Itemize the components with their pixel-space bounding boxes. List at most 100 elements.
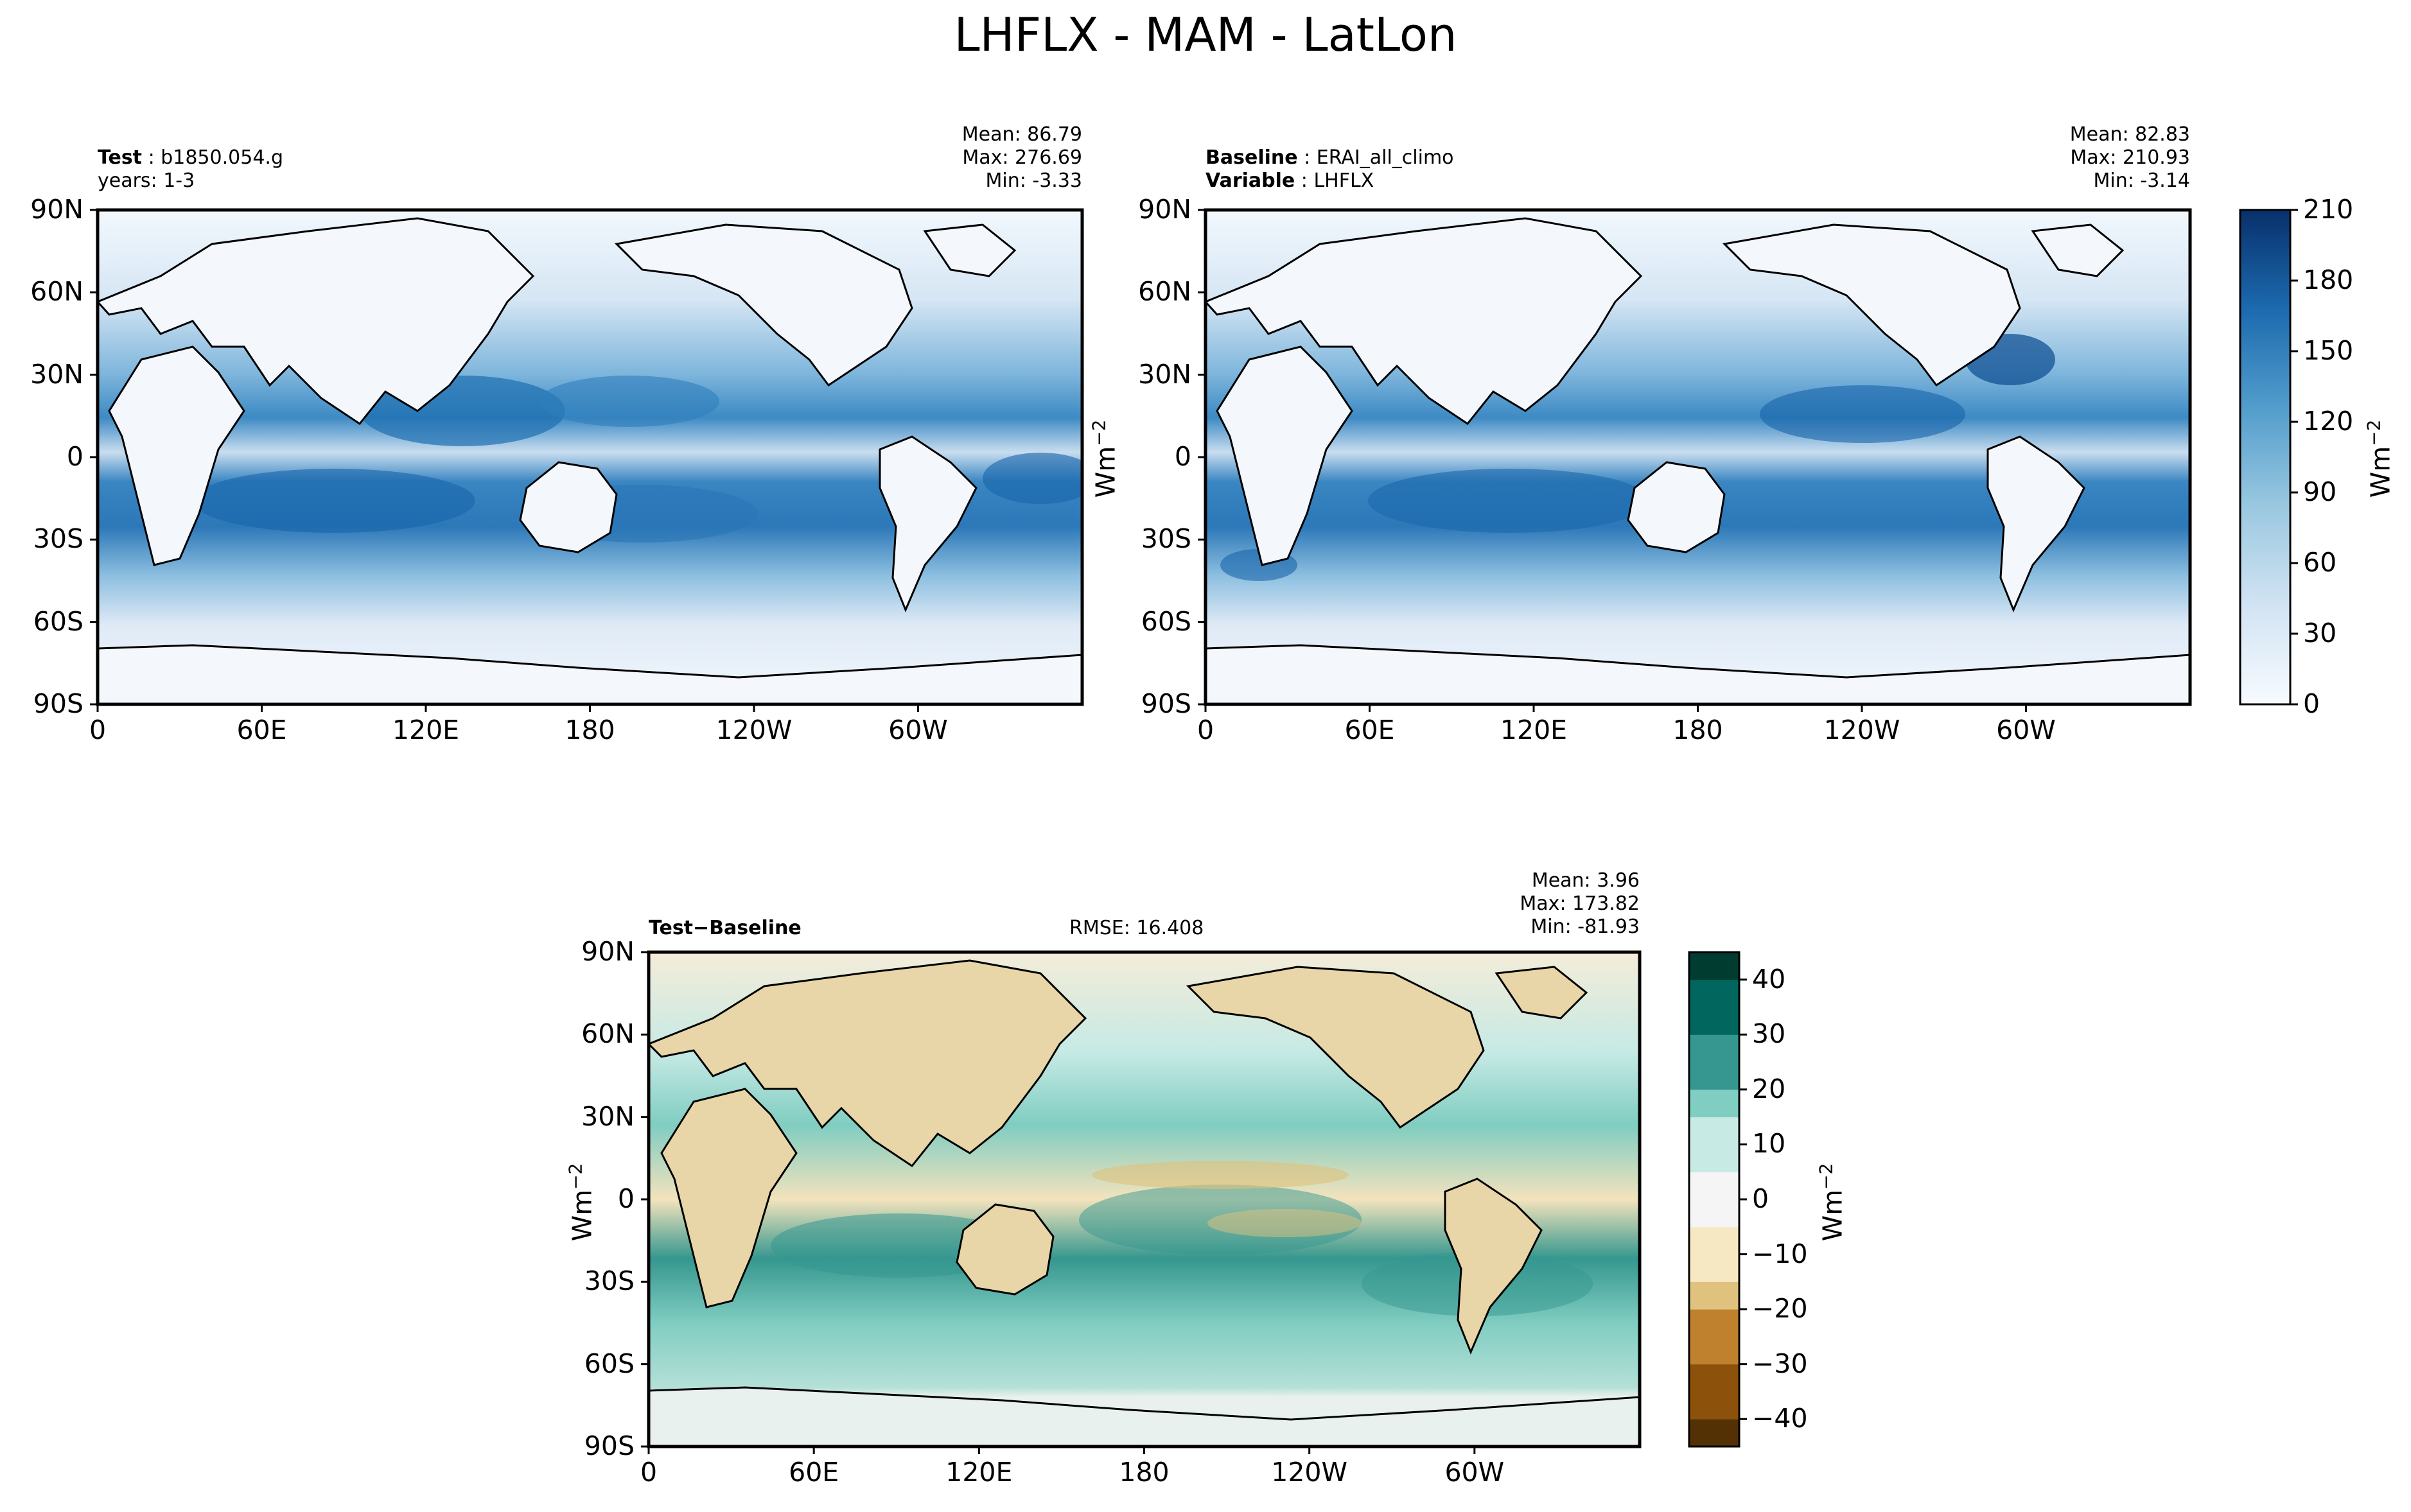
colorbar-segment — [1689, 1226, 1739, 1255]
x-tick-label: 60E — [789, 1457, 839, 1488]
y-tick-label: 60N — [1138, 276, 1191, 308]
y-tick-label: 30S — [584, 1265, 635, 1297]
test-min: Min: -3.33 — [985, 169, 1083, 192]
diff-min: Min: -81.93 — [1530, 916, 1640, 938]
colorbar-tick-label: −40 — [1752, 1403, 1808, 1434]
baseline-stats: Mean: 82.83 Max: 210.93 Min: -3.14 — [1997, 123, 2190, 193]
blues-colorbar — [2239, 209, 2292, 706]
difference-stats: Mean: 3.96 Max: 173.82 Min: -81.93 — [1447, 869, 1640, 939]
colorbar-segment — [1689, 1309, 1739, 1337]
baseline-label-key: Baseline — [1206, 146, 1298, 169]
y-tick-label: 60S — [584, 1348, 635, 1379]
colorbar-segment — [1689, 1391, 1739, 1420]
x-tick-label: 60W — [1444, 1457, 1505, 1488]
y-tick-label: 90N — [581, 936, 635, 967]
y-tick-label: 60S — [1141, 605, 1191, 637]
baseline-map — [1206, 210, 2190, 704]
colorbar-tick-label: 30 — [1752, 1018, 1786, 1050]
x-tick-label: 120W — [1271, 1457, 1348, 1488]
colorbar-tick-label: −20 — [1752, 1293, 1808, 1325]
colorbar-segment — [1689, 952, 1739, 980]
x-tick-label: 60E — [236, 715, 287, 745]
diff-mean: Mean: 3.96 — [1531, 869, 1640, 892]
diff-label-minus: − — [693, 917, 710, 939]
x-tick-label: 60W — [888, 715, 948, 745]
x-tick-label: 0 — [89, 715, 107, 745]
colorbar-tick-label: 0 — [2303, 688, 2320, 719]
y-tick-label: 0 — [1174, 441, 1191, 472]
colorbar-segment — [1689, 1364, 1739, 1392]
y-tick-label: 90N — [30, 194, 83, 225]
colorbar-segment — [1689, 1117, 1739, 1145]
x-tick-label: 0 — [640, 1457, 658, 1488]
colorbar-segment — [1689, 1199, 1739, 1228]
variable-label-key: Variable — [1206, 169, 1295, 192]
brbg-colorbar-label: Wm−2 — [1815, 1163, 1848, 1242]
test-stats: Mean: 86.79 Max: 276.69 Min: -3.33 — [890, 123, 1082, 193]
baseline-max: Max: 210.93 — [2070, 146, 2190, 169]
baseline-mean: Mean: 82.83 — [2069, 123, 2190, 146]
colorbar-segment — [1689, 1007, 1739, 1035]
test-years: years: 1-3 — [98, 169, 195, 192]
y-tick-label: 90S — [33, 688, 83, 719]
diff-label-baseline: Baseline — [709, 917, 802, 939]
test-mean: Mean: 86.79 — [961, 123, 1082, 146]
x-tick-label: 0 — [1197, 715, 1214, 745]
y-tick-label: 60N — [30, 276, 83, 308]
colorbar-segment — [1689, 979, 1739, 1008]
y-tick-label: 30N — [1138, 358, 1191, 390]
test-label: Test : b1850.054.g years: 1-3 — [98, 146, 283, 192]
y-tick-label: 30S — [33, 523, 83, 555]
y-tick-label: 30S — [1141, 523, 1191, 555]
colorbar-tick-label: 120 — [2303, 406, 2354, 437]
figure-title: LHFLX - MAM - LatLon — [954, 8, 1457, 62]
test-map — [98, 210, 1082, 704]
colorbar-tick-label: 40 — [1752, 963, 1786, 995]
rmse-value: RMSE: 16.408 — [1069, 917, 1204, 939]
x-tick-label: 180 — [1119, 1457, 1170, 1488]
test-case-name: b1850.054.g — [161, 146, 283, 169]
baseline-min: Min: -3.14 — [2093, 169, 2191, 192]
brbg-colorbar — [1689, 952, 1739, 1447]
x-tick-label: 120E — [392, 715, 460, 745]
y-tick-label: 0 — [617, 1183, 635, 1214]
x-tick-label: 180 — [565, 715, 615, 745]
y-tick-label: 0 — [66, 441, 83, 472]
blues-colorbar-label: Wm−2 — [2363, 419, 2396, 498]
colorbar-tick-label: 150 — [2303, 335, 2354, 366]
y-tick-label: 30N — [30, 358, 83, 390]
test-max: Max: 276.69 — [962, 146, 1082, 169]
colorbar-tick-label: 90 — [2303, 476, 2337, 507]
colorbar-tick-label: 0 — [1752, 1183, 1769, 1214]
x-tick-label: 120W — [1823, 715, 1900, 745]
diff-label-test: Test — [649, 917, 694, 939]
baseline-label: Baseline : ERAI_all_climo Variable : LHF… — [1206, 146, 1454, 192]
y-tick-label: 90N — [1138, 194, 1191, 225]
colorbar-segment — [1689, 1172, 1739, 1200]
y-tick-label: 60S — [33, 605, 83, 637]
colorbar-tick-label: 180 — [2303, 265, 2354, 295]
colorbar-segment — [1689, 1419, 1739, 1447]
colorbar-segment — [1689, 1089, 1739, 1118]
colorbar-tick-label: 20 — [1752, 1073, 1786, 1104]
difference-label: Test−Baseline — [649, 917, 802, 940]
test-label-key: Test — [98, 146, 143, 169]
diff-max: Max: 173.82 — [1520, 892, 1640, 915]
colorbar-tick-label: 210 — [2303, 194, 2354, 225]
continents — [98, 217, 1082, 704]
colorbar-segment — [1689, 1336, 1739, 1365]
continents — [1206, 217, 2190, 704]
colorbar-segment — [1689, 1062, 1739, 1090]
colorbar-segment — [1689, 1144, 1739, 1172]
y-tick-label: 30N — [581, 1100, 635, 1132]
colorbar-segment — [1689, 1034, 1739, 1063]
y-tick-label: 60N — [581, 1018, 635, 1050]
baseline-name: ERAI_all_climo — [1316, 146, 1454, 169]
continents — [649, 959, 1588, 1355]
colorbar-tick-label: −30 — [1752, 1348, 1808, 1379]
variable-name: LHFLX — [1313, 169, 1374, 192]
x-tick-label: 120W — [715, 715, 793, 745]
colorbar-segment — [1689, 1254, 1739, 1282]
y-tick-label: 90S — [584, 1430, 635, 1461]
